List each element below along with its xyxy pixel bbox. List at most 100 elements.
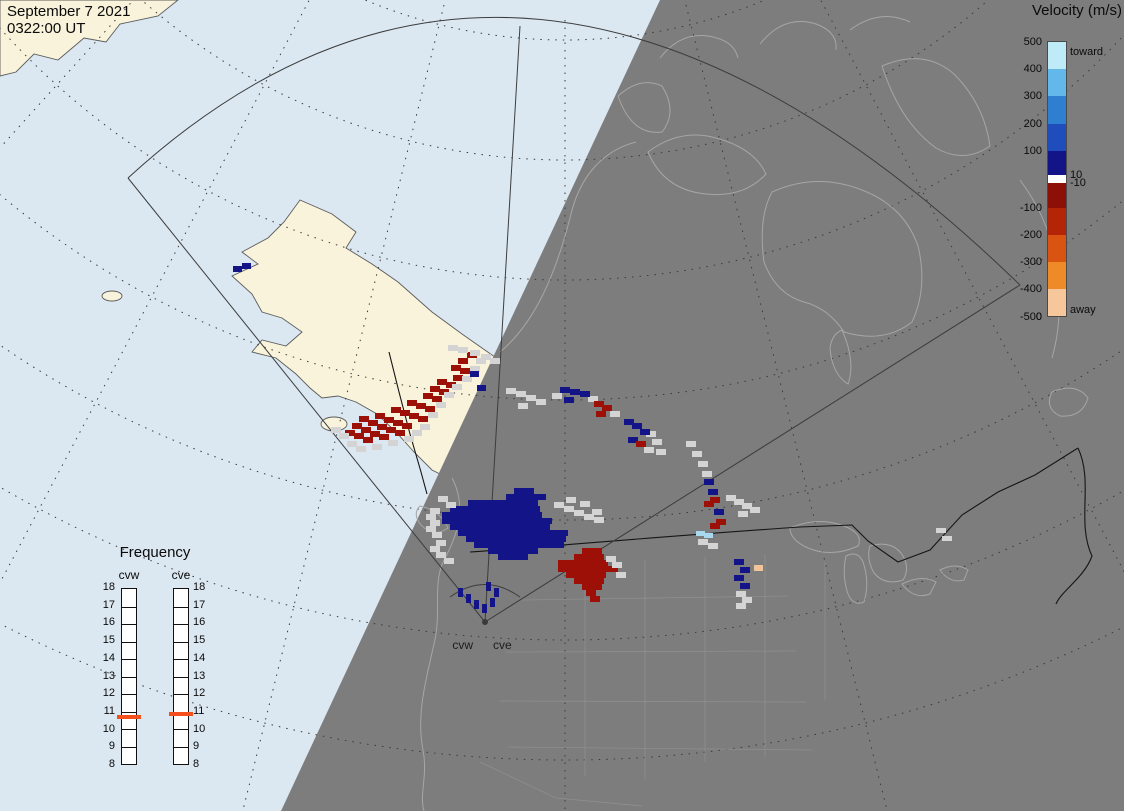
frequency-tick-label: 14 — [193, 651, 206, 664]
velocity-cell — [532, 518, 542, 524]
velocity-cell — [242, 263, 251, 269]
velocity-cell — [458, 347, 468, 353]
velocity-cell — [518, 500, 528, 506]
frequency-tick-label: 17 — [102, 598, 115, 611]
velocity-cell — [594, 517, 604, 523]
frequency-ladder-line — [174, 746, 188, 748]
velocity-tick-label: 500 — [1023, 36, 1042, 48]
velocity-cell — [486, 536, 496, 542]
frequency-tick-label: 17 — [193, 598, 206, 611]
velocity-cell — [400, 410, 410, 416]
velocity-cell — [696, 531, 705, 536]
frequency-tick-label: 8 — [193, 758, 200, 770]
velocity-cell — [506, 494, 516, 500]
fov-far-arc — [127, 16, 1021, 286]
velocity-tick-label: 0 — [1035, 310, 1042, 323]
time-label: 0322:00 UT — [7, 20, 86, 37]
velocity-cell — [526, 494, 536, 500]
velocity-tick-label: -100 — [1019, 201, 1042, 214]
velocity-cell — [568, 560, 578, 566]
velocity-cell — [450, 524, 460, 530]
velocity-cell — [692, 451, 702, 457]
velocity-cell — [594, 554, 604, 560]
small-island — [101, 290, 123, 302]
frequency-tick-label: 10 — [102, 722, 115, 735]
velocity-cell — [466, 594, 471, 603]
frequency-ladder-line — [174, 606, 188, 608]
velocity-cell — [484, 542, 494, 548]
velocity-cell — [516, 391, 526, 397]
velocity-cell — [488, 500, 498, 506]
velocity-cell — [652, 439, 662, 445]
velocity-cell — [466, 536, 476, 542]
frequency-ladder-line — [174, 676, 188, 678]
velocity-tick-label: -300 — [1019, 256, 1042, 269]
velocity-tick-label: 100 — [1023, 144, 1042, 157]
velocity-cell — [584, 578, 594, 584]
velocity-cell — [736, 603, 746, 609]
frequency-ladder-line — [174, 641, 188, 643]
velocity-cell — [453, 375, 463, 381]
velocity-cell — [409, 413, 419, 419]
velocity-cell — [742, 503, 752, 509]
velocity-threshold-label: -10 — [1070, 177, 1086, 190]
frequency-ladder-line — [122, 676, 136, 678]
velocity-cell — [512, 512, 522, 518]
date-label: September 7 2021 — [7, 3, 131, 20]
velocity-cell — [458, 530, 468, 536]
velocity-cell — [578, 566, 588, 572]
velocity-cell — [726, 495, 736, 501]
frequency-ladder-line — [122, 729, 136, 730]
velocity-cell — [458, 358, 468, 364]
velocity-cell — [570, 389, 580, 395]
colorbar-segment — [1048, 175, 1066, 184]
velocity-cell — [233, 266, 242, 272]
velocity-cell — [474, 600, 479, 609]
velocity-cell — [502, 512, 512, 518]
velocity-cell — [708, 489, 718, 495]
radar-name-label: cve — [171, 568, 191, 582]
frequency-ladder — [173, 588, 189, 765]
colorbar-segment — [1048, 262, 1066, 290]
frequency-ladder-line — [174, 694, 188, 695]
velocity-cell — [480, 506, 490, 512]
velocity-cell — [436, 402, 446, 408]
velocity-cell — [460, 524, 470, 530]
frequency-tick-label: 10 — [193, 722, 206, 735]
velocity-cell — [610, 411, 620, 417]
velocity-cell — [704, 479, 714, 485]
velocity-cell — [442, 512, 452, 518]
velocity-cell — [518, 530, 528, 536]
frequency-tick-label: 12 — [193, 687, 206, 700]
velocity-cell — [528, 500, 538, 506]
velocity-cell — [492, 518, 502, 524]
velocity-cell — [508, 530, 518, 536]
velocity-cell — [704, 533, 713, 538]
frequency-marker — [117, 715, 141, 720]
velocity-cell — [498, 500, 508, 506]
velocity-cell — [354, 433, 364, 439]
velocity-cell — [566, 497, 576, 503]
velocity-cell — [430, 508, 440, 514]
velocity-cell — [552, 393, 562, 399]
frequency-tick-label: 16 — [102, 616, 115, 629]
velocity-cell — [536, 494, 546, 500]
frequency-tick-label: 13 — [102, 669, 115, 682]
velocity-cell — [395, 430, 405, 436]
velocity-cell — [482, 512, 492, 518]
colorbar-segment — [1048, 207, 1066, 235]
velocity-cell — [504, 542, 514, 548]
velocity-cell — [490, 506, 500, 512]
velocity-cell — [754, 565, 763, 571]
velocity-cell — [412, 430, 422, 436]
velocity-cell — [508, 500, 518, 506]
frequency-ladder-line — [174, 729, 188, 730]
velocity-cell — [580, 391, 590, 397]
velocity-cell — [608, 566, 618, 572]
velocity-cell — [602, 405, 612, 411]
velocity-cell — [738, 511, 748, 517]
frequency-ladder-line — [122, 711, 136, 713]
velocity-cell — [356, 446, 366, 452]
velocity-cell — [586, 572, 596, 578]
frequency-ladder-line — [174, 659, 188, 660]
